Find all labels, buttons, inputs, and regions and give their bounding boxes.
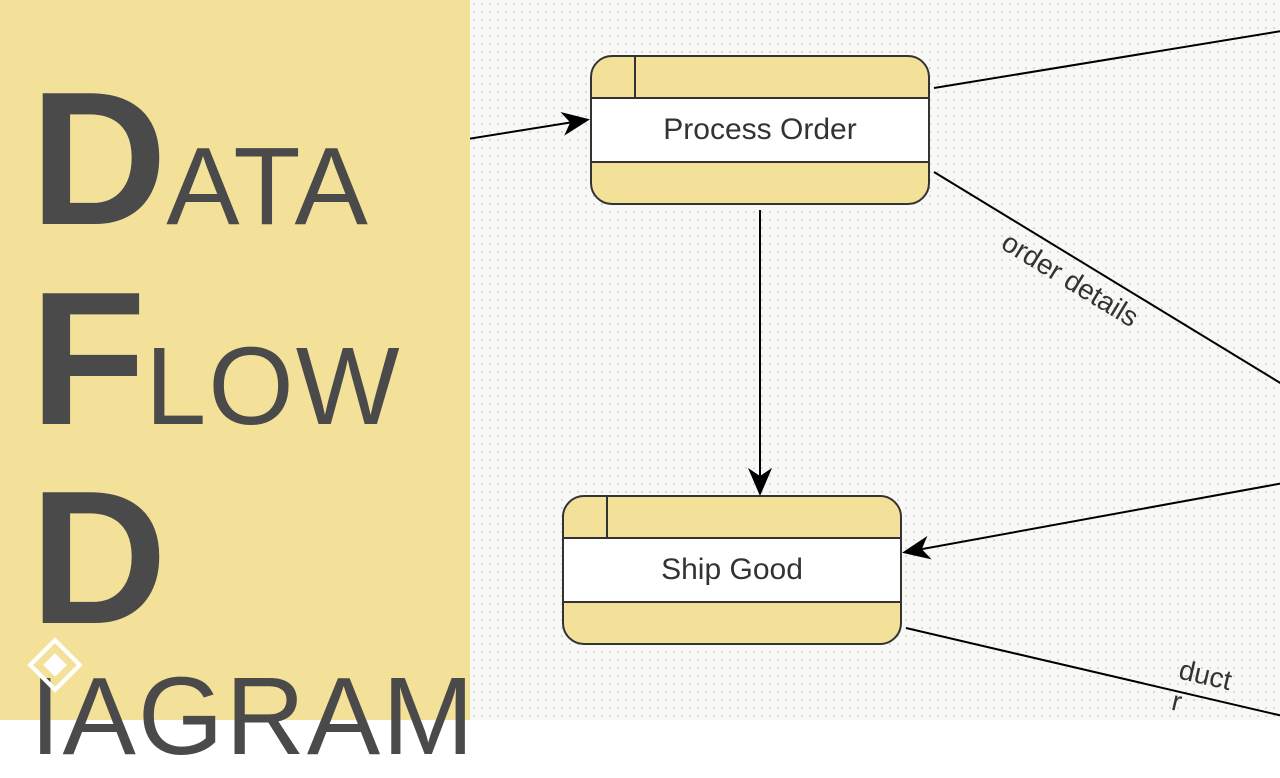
brand-logo-icon [20,630,90,700]
edge-label: duct r [1169,654,1252,720]
title-rest-1: ATA [166,125,370,248]
process-node-process-order: Process Order [590,55,930,205]
title-rest-2: LOW [145,325,402,448]
edge-label: order details [996,226,1144,334]
title-big-3: D [30,459,166,659]
title-big-1: D [30,60,166,260]
title-line-3: DIAGRAM [30,459,440,774]
flow-edge [906,480,1280,552]
node-header-strip [592,57,928,99]
title-panel: DATA FLOW DIAGRAM [0,0,470,720]
title-big-2: F [30,260,145,460]
node-label: Process Order [592,99,928,163]
process-node-ship-good: Ship Good [562,495,902,645]
flow-edge [934,28,1280,88]
node-header-strip [564,497,900,539]
flow-edge [470,120,586,145]
node-footer-strip [564,603,900,643]
title-rest-3: IAGRAM [30,655,476,778]
title-line-2: FLOW [30,260,440,460]
node-label: Ship Good [564,539,900,603]
diagram-canvas: Process Order Ship Good order details duct… [470,0,1280,720]
node-footer-strip [592,163,928,203]
title-line-1: DATA [30,60,440,260]
